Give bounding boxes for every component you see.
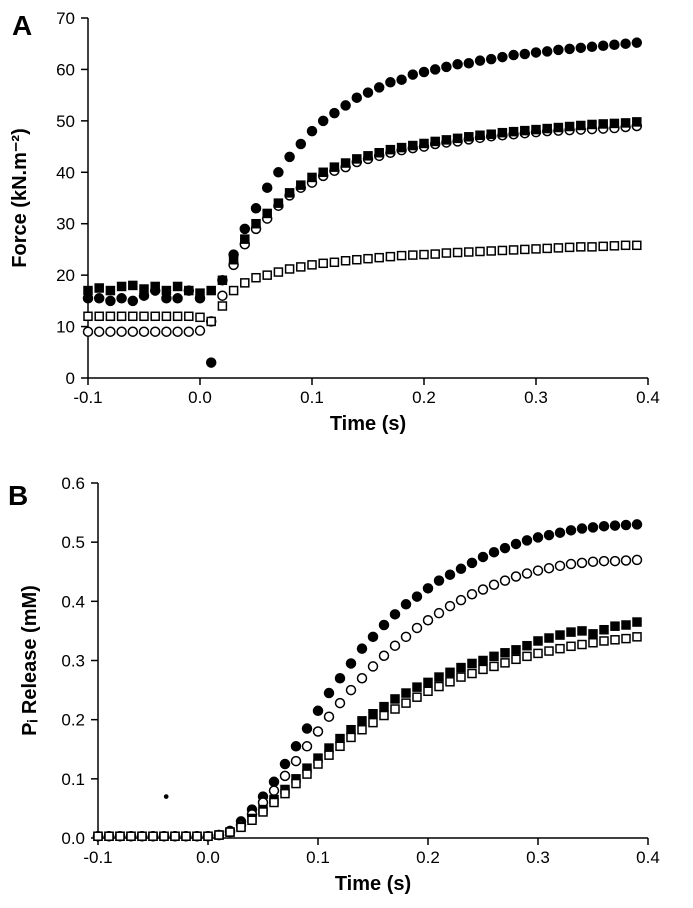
x-tick-label: 0.4 <box>636 848 660 867</box>
extra-points <box>165 795 168 798</box>
panel-B: -0.10.00.10.20.30.40.00.10.20.30.40.50.6… <box>0 465 693 905</box>
y-tick-label: 50 <box>56 112 75 131</box>
x-tick-label: 0.0 <box>196 848 220 867</box>
x-tick-label: 0.1 <box>306 848 330 867</box>
y-tick-label: 40 <box>56 163 75 182</box>
x-tick-label: 0.3 <box>524 388 548 407</box>
x-tick-label: 0.2 <box>412 388 436 407</box>
y-axis-title: Force (kN.m⁻²) <box>9 128 31 267</box>
x-tick-label: 0.0 <box>188 388 212 407</box>
figure: A-0.10.00.10.20.30.4010203040506070Time … <box>0 0 693 908</box>
y-tick-label: 0.1 <box>61 770 85 789</box>
y-tick-label: 0.4 <box>61 592 85 611</box>
series-open-circle <box>94 555 642 840</box>
y-tick-label: 0.5 <box>61 533 85 552</box>
y-tick-label: 10 <box>56 318 75 337</box>
panel-A: -0.1 0.0 0.1 0.2 0.3 0.4 0 10 20 30 40 50 60 70 Time (… <box>0 0 693 440</box>
y-tick-label: 0.0 <box>61 829 85 848</box>
chart-A: -0.1 0.0 0.1 0.2 0.3 0.4 0 10 20 30 40 50 60 70 Time (… <box>0 0 693 440</box>
y-tick-label: 70 <box>56 9 75 28</box>
x-tick-label: 0.4 <box>636 388 660 407</box>
x-tick-label: 0.3 <box>526 848 550 867</box>
chart-B: -0.10.00.10.20.30.40.00.10.20.30.40.50.6… <box>0 465 693 905</box>
x-tick-label: -0.1 <box>83 848 112 867</box>
y-tick-label: 0.3 <box>61 652 85 671</box>
x-tick-label: 0.1 <box>300 388 324 407</box>
y-tick-label: 0 <box>66 369 75 388</box>
y-tick-label: 0.2 <box>61 711 85 730</box>
y-tick-label: 0.6 <box>61 474 85 493</box>
y-axis-title: Pᵢ Release (mM) <box>19 585 41 736</box>
x-tick-label: -0.1 <box>73 388 102 407</box>
series-open-circle <box>84 122 642 337</box>
y-tick-label: 60 <box>56 60 75 79</box>
series-filled-square <box>84 118 641 297</box>
x-axis-title: Time (s) <box>335 873 411 895</box>
y-tick-label: 30 <box>56 215 75 234</box>
series-open-square <box>94 633 641 840</box>
y-tick-label: 20 <box>56 266 75 285</box>
x-tick-label: 0.2 <box>416 848 440 867</box>
x-axis-title: Time (s) <box>330 413 406 435</box>
series-open-square <box>84 241 641 325</box>
